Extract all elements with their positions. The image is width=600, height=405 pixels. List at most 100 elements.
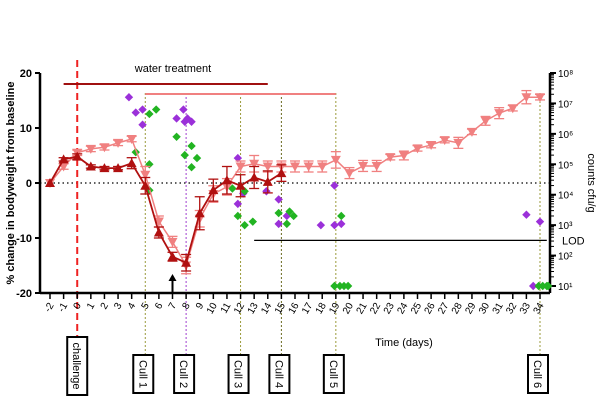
water-treatment-label: water treatment	[134, 63, 211, 75]
scatter-point	[138, 105, 147, 114]
data-point	[398, 151, 409, 161]
cull-box: Cull 4	[268, 354, 291, 394]
y-tick-label: -20	[16, 288, 32, 300]
x-tick-label: 16	[287, 301, 302, 317]
x-axis-label: Time (days)	[375, 337, 433, 349]
cull-box: Cull 5	[322, 354, 345, 394]
cull-box-frame	[322, 354, 345, 394]
x-tick-label: 31	[491, 301, 506, 317]
scatter-point	[187, 163, 196, 172]
scatter-point	[274, 208, 283, 218]
arrow-up-icon	[168, 274, 177, 281]
scatter-point	[145, 160, 154, 169]
data-point	[235, 180, 246, 190]
scatter-point	[316, 220, 326, 230]
y2-axis-label: counts cfu/g	[585, 153, 597, 212]
x-tick-label: 24	[395, 301, 410, 317]
data-point	[290, 162, 300, 172]
cull-box-text: Cull 5	[327, 360, 339, 388]
x-tick-label: 29	[463, 301, 478, 317]
x-tick-label: 4	[126, 301, 139, 312]
scatter-point	[285, 207, 294, 216]
scatter-point	[180, 150, 189, 160]
scatter-point	[187, 141, 196, 151]
x-tick-label: 21	[355, 301, 370, 317]
cull-box-frame	[527, 354, 549, 394]
data-point	[371, 161, 382, 171]
scatter-point	[337, 219, 346, 229]
y2-tick-label: 10⁶	[558, 130, 573, 141]
data-point	[317, 162, 328, 172]
event-labels: challenge Cull 1 Cull 2 Cull 3 Cull 4 Cull 5 C…	[66, 336, 549, 396]
x-tick-label: -1	[56, 301, 70, 315]
cull-box: Cull 2	[173, 354, 196, 394]
data-point	[85, 144, 96, 154]
y2-tick-label: 10¹	[558, 282, 573, 293]
x-tick-label: 1	[85, 301, 98, 312]
y-tick-label: -10	[16, 233, 32, 245]
scatter-point	[330, 281, 339, 291]
challenge-box-frame	[66, 336, 89, 396]
x-tick-label: 32	[504, 301, 519, 317]
x-tick-label: 22	[368, 301, 383, 317]
x-tick-label: 17	[300, 301, 315, 317]
scatter-point	[240, 220, 249, 230]
scatter-point	[330, 220, 339, 230]
reference-lines: LOD	[40, 60, 585, 354]
scatter-point	[274, 195, 283, 204]
scatter-point	[145, 109, 154, 119]
water-treatment-bars: water treatment	[63, 63, 336, 95]
data-point	[330, 155, 341, 165]
data-point	[140, 170, 151, 180]
y2-tick-label: 10³	[558, 221, 573, 232]
challenge-box: challenge	[66, 336, 89, 396]
x-tick-label: 13	[246, 301, 261, 317]
data-point	[344, 169, 355, 179]
data-point	[153, 217, 164, 227]
scatter-point	[131, 147, 140, 157]
data-point	[249, 172, 260, 182]
scatter-point	[172, 114, 181, 123]
scatter-point	[180, 117, 189, 126]
x-tick-label: 18	[314, 301, 329, 317]
x-tick-label: 34	[532, 301, 547, 317]
data-point	[385, 153, 396, 163]
data-point	[480, 116, 491, 126]
scatter-point	[233, 211, 243, 221]
series-line	[49, 155, 282, 264]
scatter-point	[172, 132, 181, 142]
data-point	[466, 127, 477, 137]
scatter-point	[262, 187, 271, 196]
scatter-point	[151, 105, 161, 114]
data-point	[99, 163, 110, 173]
scatter-point	[535, 217, 545, 226]
data-point	[358, 161, 369, 171]
x-tick-label: 23	[382, 301, 397, 317]
data-point	[113, 163, 124, 173]
data-point	[494, 109, 505, 119]
y2-tick-label: 10⁴	[558, 191, 573, 202]
data-point	[85, 161, 96, 171]
data-point	[208, 185, 219, 195]
data-point	[167, 237, 178, 247]
cull-box: Cull 6	[527, 354, 549, 394]
cull-box: Cull 3	[227, 354, 250, 394]
x-tick-label: -2	[43, 301, 57, 315]
challenge-box-text: challenge	[70, 342, 82, 389]
data-point	[262, 176, 273, 186]
cull-box-text: Cull 1	[136, 360, 148, 388]
scatter-points	[124, 93, 553, 291]
x-tick-label: 15	[273, 301, 288, 317]
data-point	[194, 208, 205, 218]
x-tick-label: 12	[232, 301, 247, 317]
data-point	[276, 168, 287, 178]
scatter-point	[192, 153, 202, 163]
data-point	[153, 227, 164, 237]
y2-tick-label: 10⁸	[558, 69, 573, 80]
y-tick-label: 10	[20, 123, 32, 135]
y2-tick-label: 10⁷	[558, 99, 573, 110]
scatter-point	[343, 281, 353, 291]
cull-box-text: Cull 3	[232, 360, 244, 388]
data-point	[249, 159, 260, 169]
lod-label: LOD	[562, 235, 585, 247]
